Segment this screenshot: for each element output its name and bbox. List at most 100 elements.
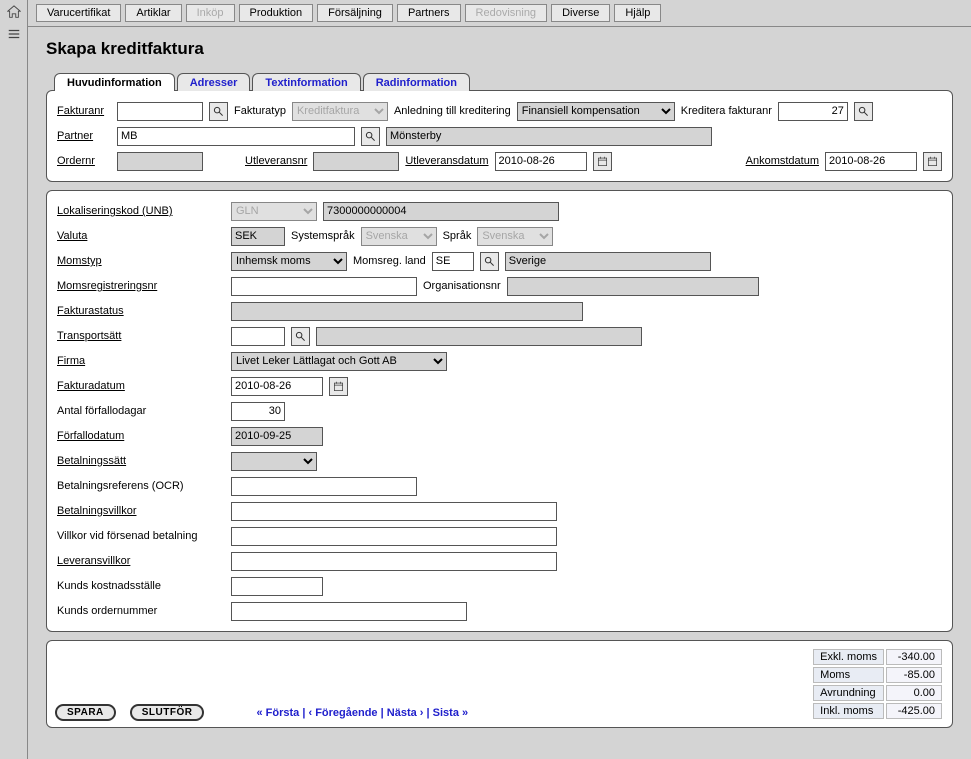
incl-label: Inkl. moms [813,703,884,719]
antal-label: Antal förfallodagar [57,405,225,417]
kreditera-input[interactable] [778,102,848,121]
fakturanr-input[interactable] [117,102,203,121]
footer-panel: SPARA SLUTFÖR « Första | ‹ Föregående | … [46,640,953,728]
partner-label: Partner [57,130,111,142]
menu-varucertifikat[interactable]: Varucertifikat [36,4,121,22]
totals-table: Exkl. moms-340.00 Moms-85.00 Avrundning0… [811,647,944,721]
spara-button[interactable]: SPARA [55,704,116,721]
record-nav: « Första | ‹ Föregående | Nästa › | Sist… [256,707,468,719]
syssprak-select: Svenska [361,227,437,246]
momsreg-input[interactable] [231,277,417,296]
partner-lookup-icon[interactable] [361,127,380,146]
momsreg-label: Momsregistreringsnr [57,280,225,292]
fakturadatum-input[interactable] [231,377,323,396]
forsenad-label: Villkor vid försenad betalning [57,530,225,542]
utlevdatum-input[interactable] [495,152,587,171]
transport-code-input[interactable] [231,327,285,346]
nav-next[interactable]: Nästa › [387,707,424,719]
detail-panel: Lokaliseringskod (UNB) GLN Valuta System… [46,190,953,632]
ankomst-label: Ankomstdatum [746,155,819,167]
moms-label: Moms [813,667,884,683]
page-title: Skapa kreditfaktura [46,39,953,59]
utlevnr-input [313,152,399,171]
menu-hjalp[interactable]: Hjälp [614,4,661,22]
menu-icon[interactable] [6,26,22,42]
orgnr-input [507,277,759,296]
fakturastatus-label: Fakturastatus [57,305,225,317]
excl-value: -340.00 [886,649,942,665]
syssprak-label: Systemspråk [291,230,355,242]
sprak-select: Svenska [477,227,553,246]
forfallo-label: Förfallodatum [57,430,225,442]
forsenad-input[interactable] [231,527,557,546]
fakturadatum-calendar-icon[interactable] [329,377,348,396]
antal-input[interactable] [231,402,285,421]
utlevdatum-calendar-icon[interactable] [593,152,612,171]
momstyp-label: Momstyp [57,255,225,267]
menu-artiklar[interactable]: Artiklar [125,4,181,22]
utlevdatum-label: Utleveransdatum [405,155,488,167]
momsland-label: Momsreg. land [353,255,426,267]
momsland-code-input[interactable] [432,252,474,271]
tab-radinformation[interactable]: Radinformation [363,73,470,91]
valuta-label: Valuta [57,230,225,242]
nav-first[interactable]: « Första [256,707,299,719]
firma-select[interactable]: Livet Leker Lättlagat och Gott AB [231,352,447,371]
menu-produktion[interactable]: Produktion [239,4,314,22]
fakturadatum-label: Fakturadatum [57,380,225,392]
anledning-label: Anledning till kreditering [394,105,511,117]
ordernr-input [117,152,203,171]
fakturatyp-select: Kreditfaktura [292,102,388,121]
moms-value: -85.00 [886,667,942,683]
tab-huvudinformation[interactable]: Huvudinformation [54,73,175,91]
partner-name-display [386,127,712,146]
anledning-select[interactable]: Finansiell kompensation [517,102,675,121]
nav-last[interactable]: Sista » [433,707,468,719]
slutfor-button[interactable]: SLUTFÖR [130,704,205,721]
menu-inkop: Inköp [186,4,235,22]
kreditera-lookup-icon[interactable] [854,102,873,121]
fakturanr-lookup-icon[interactable] [209,102,228,121]
ocr-input[interactable] [231,477,417,496]
ankomst-calendar-icon[interactable] [923,152,942,171]
betalsatt-select[interactable] [231,452,317,471]
fakturastatus-input [231,302,583,321]
nav-prev[interactable]: ‹ Föregående [308,707,377,719]
betalsatt-label: Betalningssätt [57,455,225,467]
partner-code-input[interactable] [117,127,355,146]
menu-redovisning: Redovisning [465,4,548,22]
betalvillkor-input[interactable] [231,502,557,521]
kreditera-label: Kreditera fakturanr [681,105,772,117]
menu-forsaljning[interactable]: Försäljning [317,4,393,22]
firma-label: Firma [57,355,225,367]
tab-adresser[interactable]: Adresser [177,73,251,91]
ocr-label: Betalningsreferens (OCR) [57,480,225,492]
avr-value: 0.00 [886,685,942,701]
tabbar: Huvudinformation Adresser Textinformatio… [46,73,953,91]
ordernr-label: Ordernr [57,155,111,167]
forfallo-input [231,427,323,446]
momsland-name-display [505,252,711,271]
transport-lookup-icon[interactable] [291,327,310,346]
incl-value: -425.00 [886,703,942,719]
fakturanr-label: Fakturanr [57,105,111,117]
kostnad-label: Kunds kostnadsställe [57,580,225,592]
momstyp-select[interactable]: Inhemsk moms [231,252,347,271]
levvillkor-label: Leveransvillkor [57,555,225,567]
header-panel: Fakturanr Fakturatyp Kreditfaktura Anled… [46,90,953,182]
kundorder-input[interactable] [231,602,467,621]
kostnad-input[interactable] [231,577,323,596]
menu-partners[interactable]: Partners [397,4,461,22]
lokal-label: Lokaliseringskod (UNB) [57,205,225,217]
sprak-label: Språk [443,230,472,242]
levvillkor-input[interactable] [231,552,557,571]
momsland-lookup-icon[interactable] [480,252,499,271]
betalvillkor-label: Betalningsvillkor [57,505,225,517]
lokal-type-select: GLN [231,202,317,221]
kundorder-label: Kunds ordernummer [57,605,225,617]
home-icon[interactable] [6,4,22,20]
transport-name-display [316,327,642,346]
ankomst-input[interactable] [825,152,917,171]
menu-diverse[interactable]: Diverse [551,4,610,22]
tab-textinformation[interactable]: Textinformation [252,73,360,91]
